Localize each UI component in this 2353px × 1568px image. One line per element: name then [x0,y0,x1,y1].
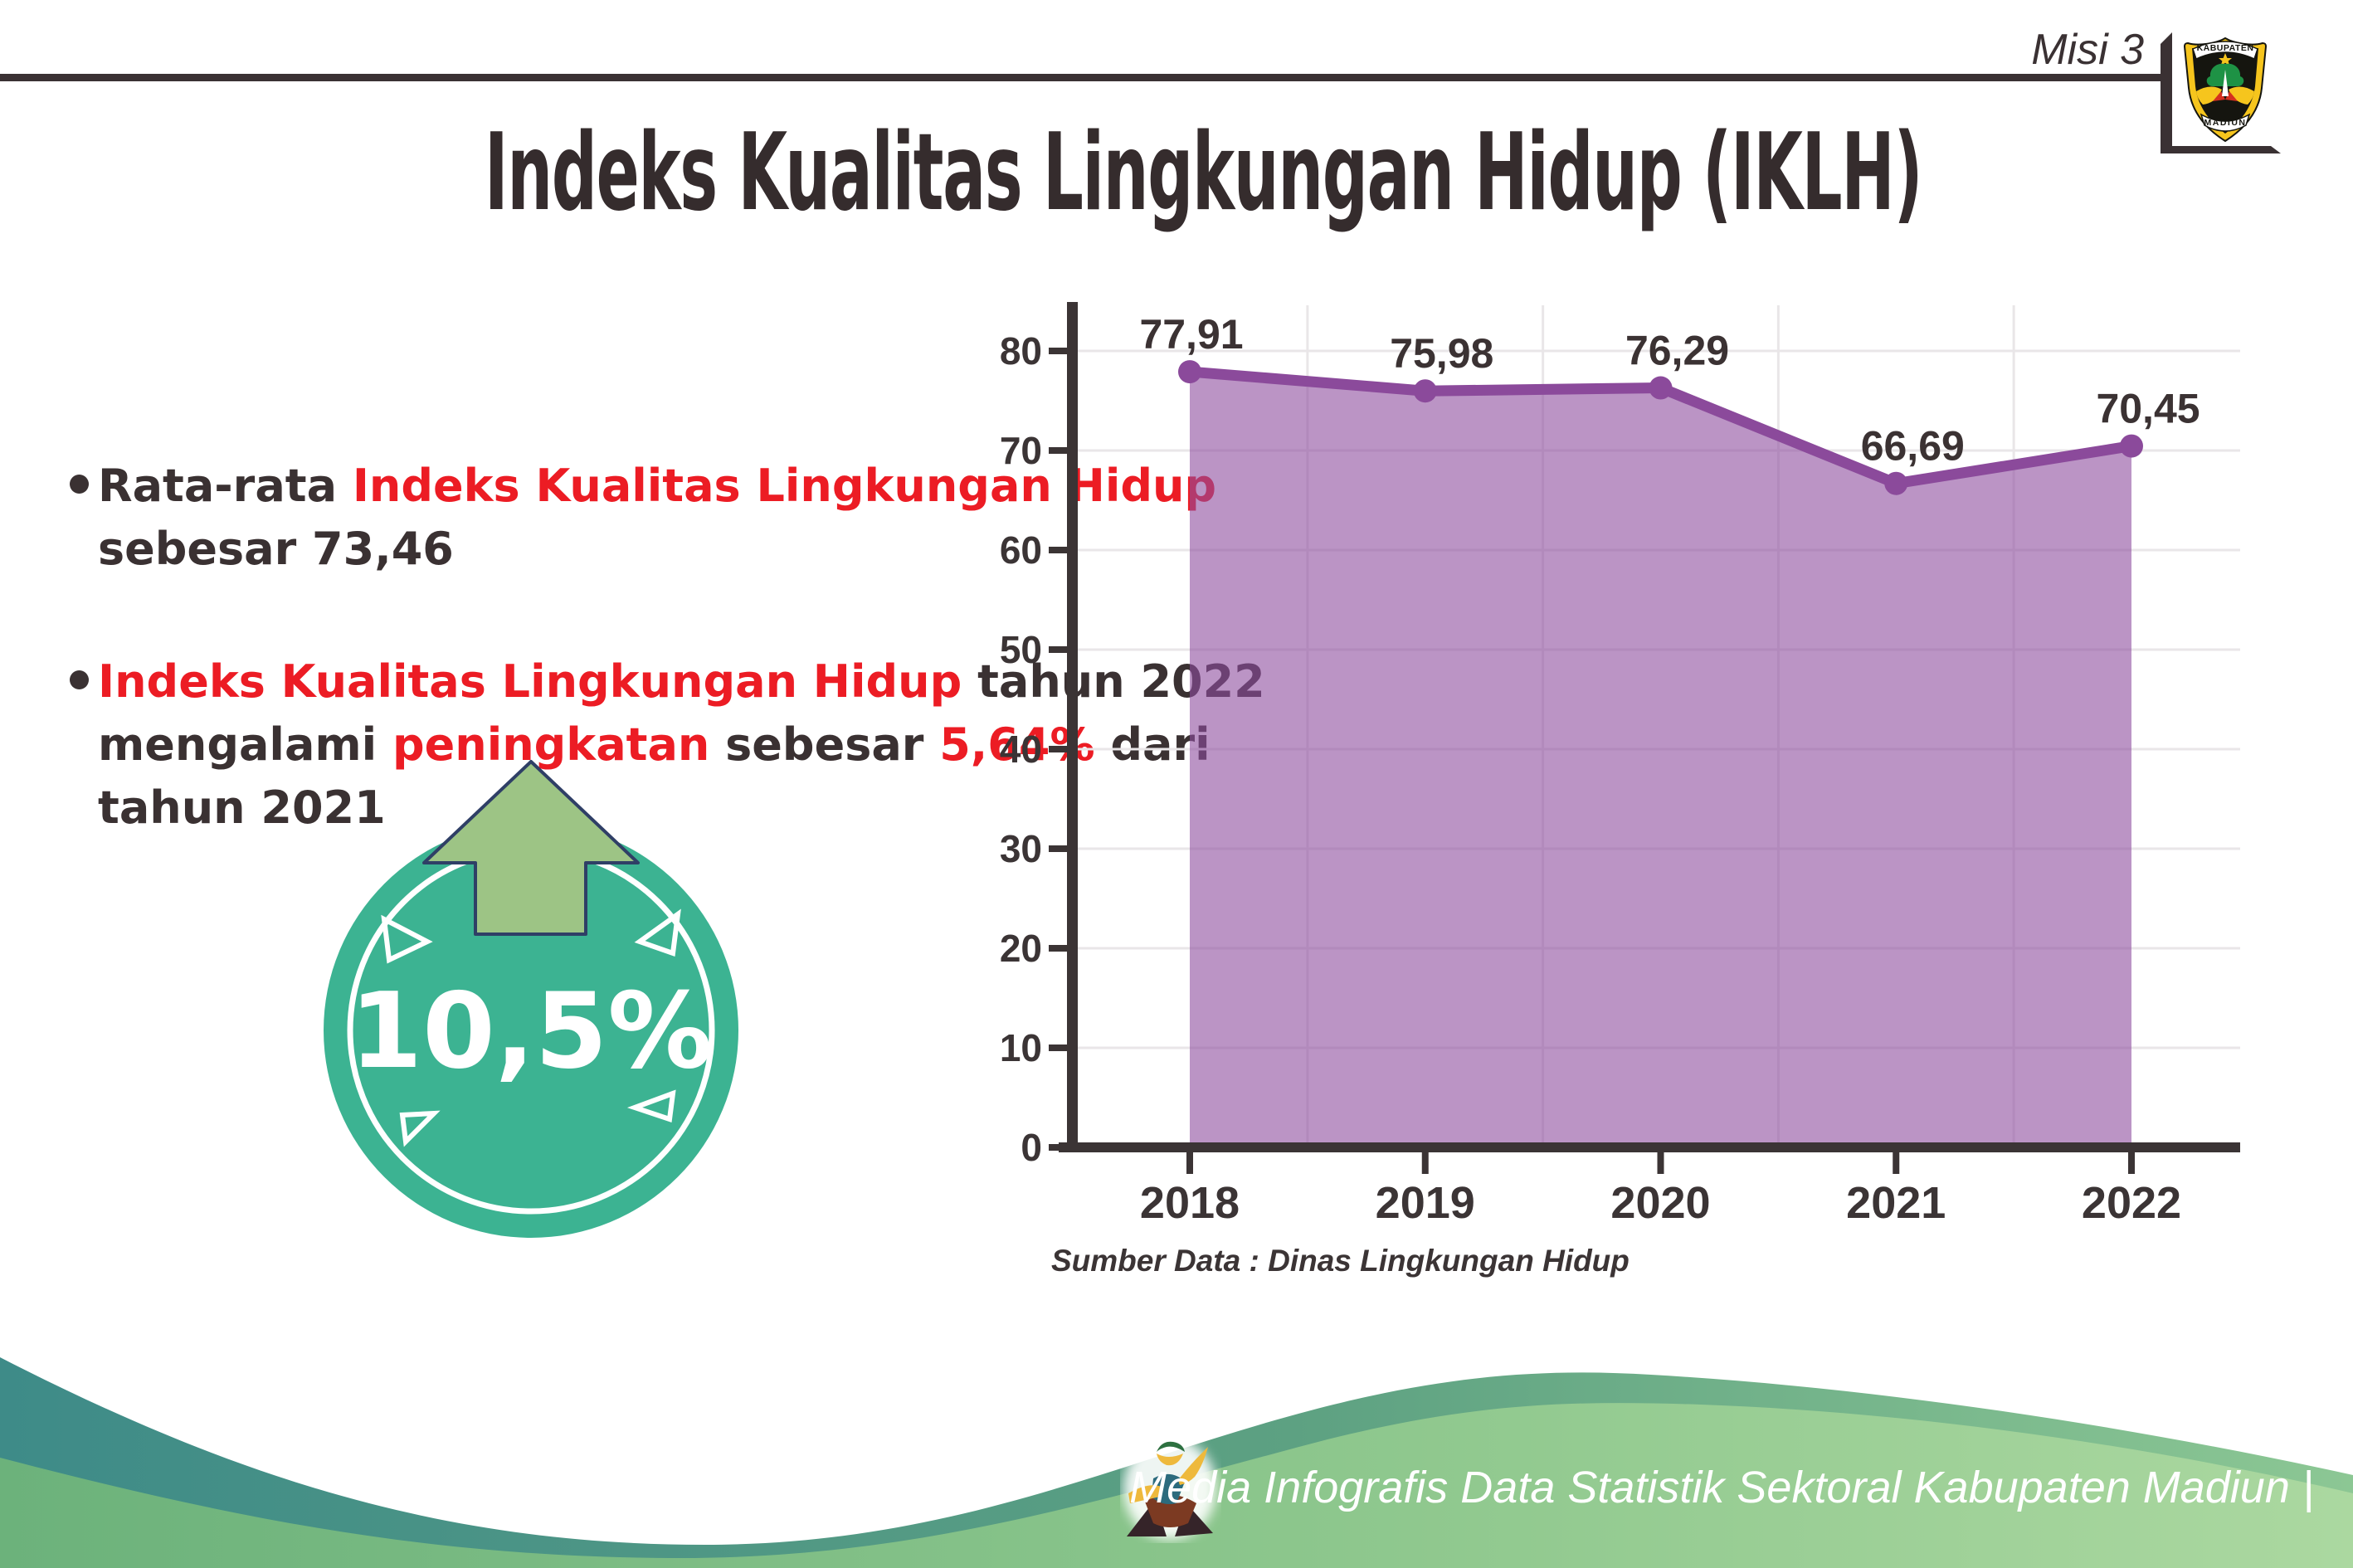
area-fill [1190,372,2131,1147]
ribbon-left-red [2213,91,2225,101]
logo-frame [2161,32,2281,153]
banner-bottom [2200,113,2251,132]
wing-left-icon [2196,86,2222,105]
footer-caption: Media Infografis Data Statistik Sektoral… [1129,1463,2314,1512]
up-arrow-icon [422,760,640,936]
y-tick-label: 0 [1021,1126,1042,1169]
data-point [1649,376,1673,400]
y-tick-label: 40 [1000,728,1042,771]
wing-right-icon [2229,86,2254,105]
y-tick [1049,547,1072,553]
page-title: Indeks Kualitas Lingkungan Hidup (IKLH) [485,111,1923,235]
y-tick [1049,1045,1072,1051]
x-tick [1421,1152,1429,1174]
x-tick-label: 2018 [1140,1178,1240,1228]
y-tick [1049,945,1072,952]
data-point [1884,471,1908,495]
y-tick-label: 10 [1000,1026,1042,1069]
y-tick [1049,845,1072,852]
kabupaten-madiun-logo: KABUPATEN MADIUN [2183,37,2268,143]
x-tick [1657,1152,1664,1174]
y-axis [1067,302,1078,1152]
x-tick-label: 2021 [1846,1178,1946,1228]
x-tick-label: 2022 [2082,1178,2181,1228]
y-tick-label: 80 [1000,329,1042,373]
data-value-label: 70,45 [2096,386,2200,432]
x-tick [1186,1152,1193,1174]
y-tick-label: 70 [1000,429,1042,472]
banner-top [2192,41,2258,61]
y-tick [1049,746,1072,752]
badge-value: 10,5% [349,970,712,1092]
mission-label: Misi 3 [2031,26,2144,74]
y-tick-label: 20 [1000,927,1042,970]
kris-icon [2222,70,2229,96]
x-axis [1059,1142,2240,1152]
sparkle-triangle [381,914,433,964]
sparkle-triangle [399,1110,441,1147]
sparkle-triangle [626,1089,676,1122]
y-tick [1049,447,1072,454]
sparkle-triangle [634,908,681,957]
badge-circle [324,823,738,1238]
y-tick [1049,348,1072,354]
x-tick [2128,1152,2135,1174]
x-tick-label: 2020 [1610,1178,1710,1228]
data-point [1178,360,1201,384]
source-note: Sumber Data : Dinas Lingkungan Hidup [1051,1244,1630,1278]
data-value-label: 66,69 [1861,423,1965,470]
data-value-label: 75,98 [1390,330,1493,377]
x-tick [1893,1152,1900,1174]
y-tick-label: 50 [1000,628,1042,671]
star-icon [2219,53,2232,66]
data-point [1413,379,1437,403]
banner-top-text: KABUPATEN [2197,43,2254,53]
bullet-item-1: Rata-rata Indeks Kualitas Lingkungan Hid… [70,455,1216,581]
y-tick [1049,646,1072,653]
increase-badge: 10,5% [324,760,738,1238]
data-point [2120,434,2143,458]
dancer-mascot-icon [1123,1437,1216,1540]
banner-bottom-text: MADIUN [2204,118,2247,128]
y-tick-label: 60 [1000,528,1042,572]
header-rule [0,74,2161,81]
y-tick-label: 30 [1000,827,1042,870]
ribbon-right-red [2225,91,2238,101]
data-value-label: 77,91 [1139,311,1243,358]
x-tick-label: 2019 [1376,1178,1475,1228]
iklh-area-chart: 0 10 20 30 40 50 60 70 80 2018 2019 2020 2021 2022 77,… [1000,302,2240,1278]
data-value-label: 76,29 [1625,328,1729,374]
y-tick [1049,1144,1072,1151]
